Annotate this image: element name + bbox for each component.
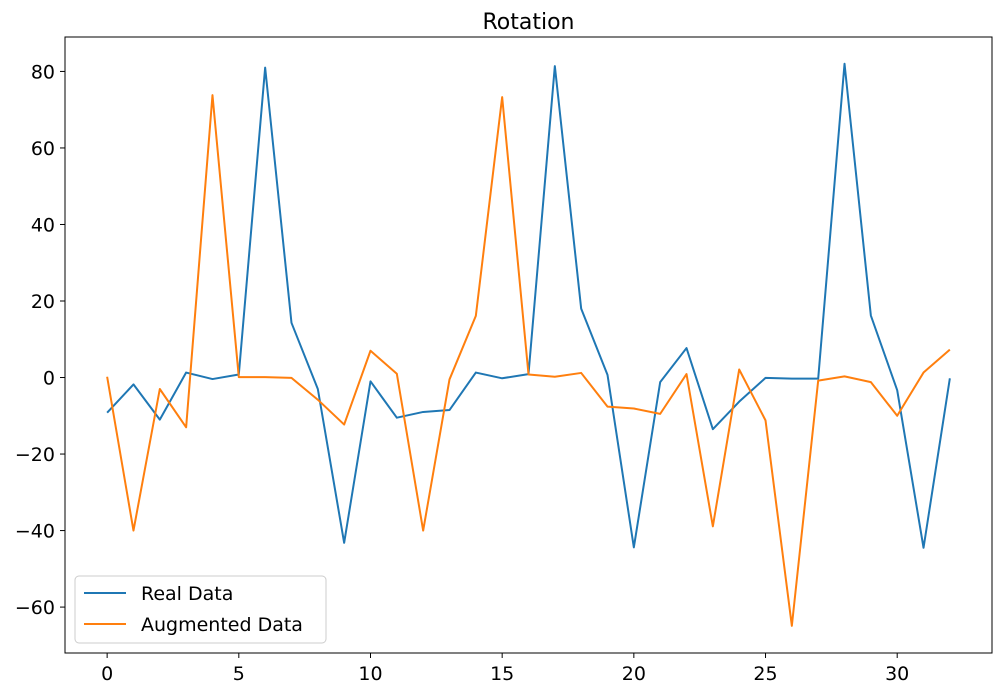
plot-frame [64,36,993,654]
y-tick-label: −20 [15,444,55,466]
y-tick-label: −40 [15,521,55,543]
legend-box [74,575,327,644]
y-tick-label: 0 [43,368,55,390]
x-tick-label: 10 [358,663,382,685]
y-tick-label: 80 [31,61,55,83]
series-layer [106,62,951,627]
x-tick-label: 0 [101,663,113,685]
x-tick-label: 20 [622,663,646,685]
y-axis: −60 −40 −20 0 20 40 60 80 [15,61,65,619]
x-tick-label: 30 [885,663,909,685]
x-axis: 0 5 10 15 20 25 30 [101,653,909,685]
y-tick-label: 60 [31,138,55,160]
legend: Real Data Augmented Data [74,575,327,644]
x-tick-label: 15 [490,663,514,685]
y-tick-label: −60 [15,597,55,619]
series-line-augmented-data [106,94,951,627]
legend-label-real-data: Real Data [141,583,233,605]
x-tick-label: 25 [753,663,777,685]
legend-label-augmented-data: Augmented Data [141,614,303,636]
y-tick-label: 40 [31,214,55,236]
y-tick-label: 20 [31,291,55,313]
chart-title: Rotation [482,10,574,35]
x-tick-label: 5 [233,663,245,685]
